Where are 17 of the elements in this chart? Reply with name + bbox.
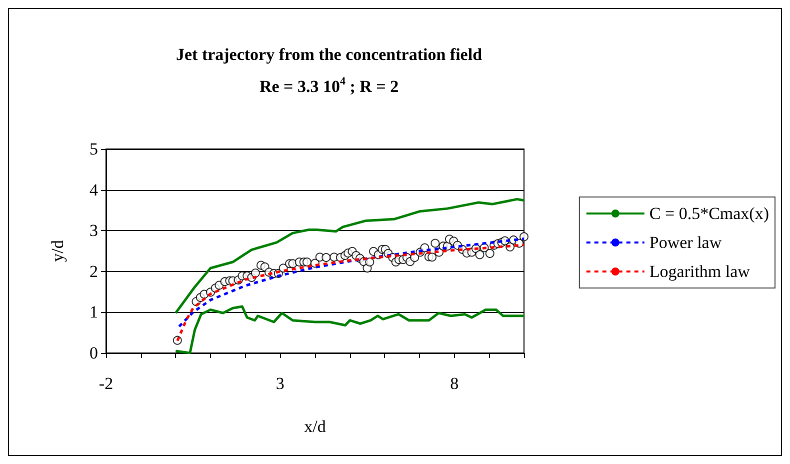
legend-label: Power law [649,233,722,252]
x-axis-title: x/d [304,417,326,436]
y-tick-label: 1 [90,302,98,322]
line-series [174,305,526,354]
y-tick-label: 2 [90,262,98,281]
x-tick-label: 3 [276,374,284,393]
y-axis-title: y/d [48,240,67,262]
y-tick-label: 0 [90,344,98,362]
x-tick-label: -2 [98,374,114,393]
chart-title: Jet trajectory from the concentration field [176,45,483,64]
y-tick-label: 5 [90,140,98,158]
y-tick-label: 3 [90,221,98,240]
x-tick-label: 8 [450,374,459,393]
line-series [174,198,526,314]
legend-label: Logarithm law [649,262,751,281]
legend-label: C = 0.5*Cmax(x) [649,204,770,223]
y-tick-label: 4 [90,180,98,200]
